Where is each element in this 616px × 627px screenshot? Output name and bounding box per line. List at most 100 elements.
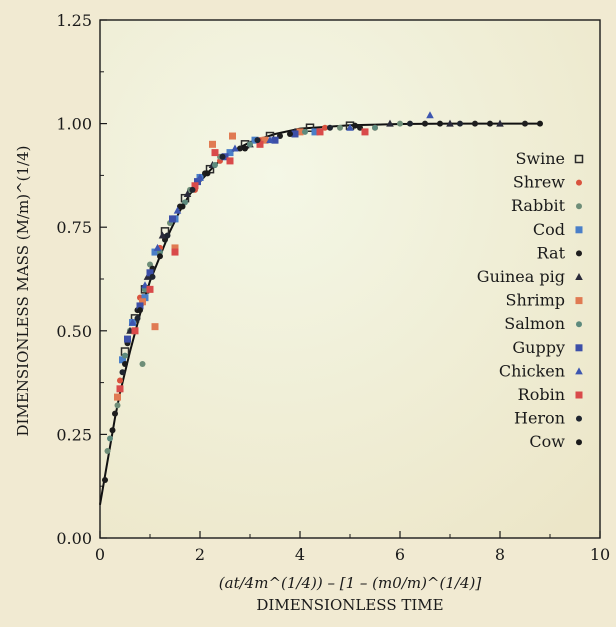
axis-ticks: 0 2 4 6 8 10 0.00 0.25 0.50 0.75 1.00 1.25 — [56, 11, 610, 564]
data-point-chicken — [266, 136, 274, 144]
legend-label: Chicken — [499, 361, 565, 380]
data-point-guinea-pig — [158, 231, 167, 239]
legend-marker-shrimp — [575, 297, 583, 305]
data-point-shrimp — [151, 323, 159, 331]
data-point-cow — [537, 120, 543, 127]
x-tick-label: 8 — [495, 545, 505, 564]
data-point-rat — [112, 410, 118, 417]
data-point-chicken — [231, 144, 239, 152]
legend: Swine Shrew Rabbit Cod Rat Guinea pig Shrimp Sa… — [477, 149, 584, 451]
data-point-heron — [134, 315, 141, 322]
data-point-guinea-pig — [496, 119, 504, 127]
data-point-guppy — [124, 335, 131, 343]
y-axis-title: DIMENSIONLESS MASS (M/m)^(1/4) — [14, 146, 32, 437]
data-point-cow — [352, 122, 358, 129]
data-point-cod — [151, 248, 159, 256]
data-point-cow — [437, 120, 443, 127]
data-point-cow — [157, 253, 163, 260]
legend-item-salmon: Salmon — [504, 314, 582, 333]
y-tick-label: 1.00 — [56, 115, 92, 134]
data-point-heron — [119, 369, 126, 376]
data-point-guppy — [291, 130, 299, 138]
legend-label: Robin — [518, 385, 565, 404]
data-point-robin — [256, 140, 264, 148]
legend-item-shrimp: Shrimp — [506, 291, 583, 310]
data-point-salmon — [122, 352, 128, 359]
data-point-heron — [327, 124, 333, 131]
legend-label: Shrimp — [506, 291, 565, 310]
legend-marker-robin — [575, 391, 583, 399]
legend-marker-rat — [576, 250, 582, 257]
y-tick-label: 0.00 — [56, 529, 92, 548]
legend-item-guinea-pig: Guinea pig — [477, 267, 583, 286]
data-point-chicken — [196, 173, 204, 181]
data-point-cod — [119, 356, 126, 364]
data-point-guppy — [146, 269, 154, 277]
legend-label: Rat — [537, 243, 566, 262]
data-point-heron — [407, 120, 413, 127]
legend-marker-chicken — [575, 367, 583, 375]
data-point-heron — [254, 137, 261, 144]
legend-marker-rabbit — [576, 203, 582, 210]
data-point-rat — [237, 145, 243, 152]
data-point-robin — [191, 182, 199, 190]
data-point-rat — [472, 120, 478, 127]
data-point-guppy — [194, 178, 201, 186]
data-point-robin — [131, 327, 139, 335]
data-point-cow — [137, 307, 143, 314]
data-point-shrimp — [171, 244, 179, 252]
data-point-guinea-pig — [386, 119, 394, 127]
legend-marker-cow — [576, 439, 582, 446]
data-point-cow — [109, 427, 116, 434]
data-point-guinea-pig — [446, 119, 454, 127]
data-point-cow — [287, 130, 293, 137]
data-point-heron — [219, 153, 226, 160]
data-point-cow — [487, 120, 493, 127]
x-tick-label: 2 — [195, 545, 205, 564]
legend-marker-swine — [574, 154, 584, 164]
x-tick-label: 0 — [95, 545, 105, 564]
data-point-rat — [422, 120, 428, 127]
legend-item-cow: Cow — [529, 432, 582, 451]
legend-item-rat: Rat — [537, 243, 582, 262]
data-point-robin — [226, 157, 234, 165]
data-point-rabbit — [397, 120, 403, 127]
legend-label: Salmon — [504, 314, 565, 333]
data-point-shrew — [117, 377, 123, 384]
y-tick-label: 0.25 — [56, 425, 92, 444]
data-point-rabbit — [337, 124, 343, 131]
data-point-salmon — [212, 162, 218, 169]
legend-item-robin: Robin — [518, 385, 583, 404]
legend-marker-guppy — [575, 344, 583, 352]
data-point-heron — [164, 232, 171, 239]
data-point-rat — [522, 120, 528, 127]
x-tick-label: 4 — [295, 545, 305, 564]
x-axis-title: DIMENSIONLESS TIME — [256, 596, 443, 614]
legend-label: Guppy — [512, 338, 565, 357]
data-point-cod — [311, 128, 319, 136]
legend-item-guppy: Guppy — [512, 338, 583, 357]
data-point-rabbit — [104, 447, 111, 454]
data-point-salmon — [107, 435, 113, 442]
data-point-robin — [116, 385, 124, 393]
data-point-robin — [171, 248, 179, 256]
legend-item-shrew: Shrew — [513, 173, 582, 192]
data-point-chicken — [128, 318, 137, 326]
data-point-salmon — [372, 124, 378, 131]
data-points — [102, 111, 543, 483]
data-point-shrimp — [114, 393, 121, 401]
legend-label: Cod — [533, 220, 565, 239]
data-point-robin — [316, 128, 324, 136]
data-point-robin — [211, 149, 219, 157]
data-point-guinea-pig — [143, 272, 152, 280]
data-point-shrimp — [139, 298, 146, 306]
data-point-robin — [146, 285, 154, 293]
legend-label: Cow — [529, 432, 565, 451]
data-point-guppy — [169, 215, 176, 223]
data-point-chicken — [173, 206, 182, 214]
legend-marker-cod — [575, 226, 583, 234]
data-point-guppy — [271, 136, 279, 144]
data-point-heron — [189, 186, 196, 193]
